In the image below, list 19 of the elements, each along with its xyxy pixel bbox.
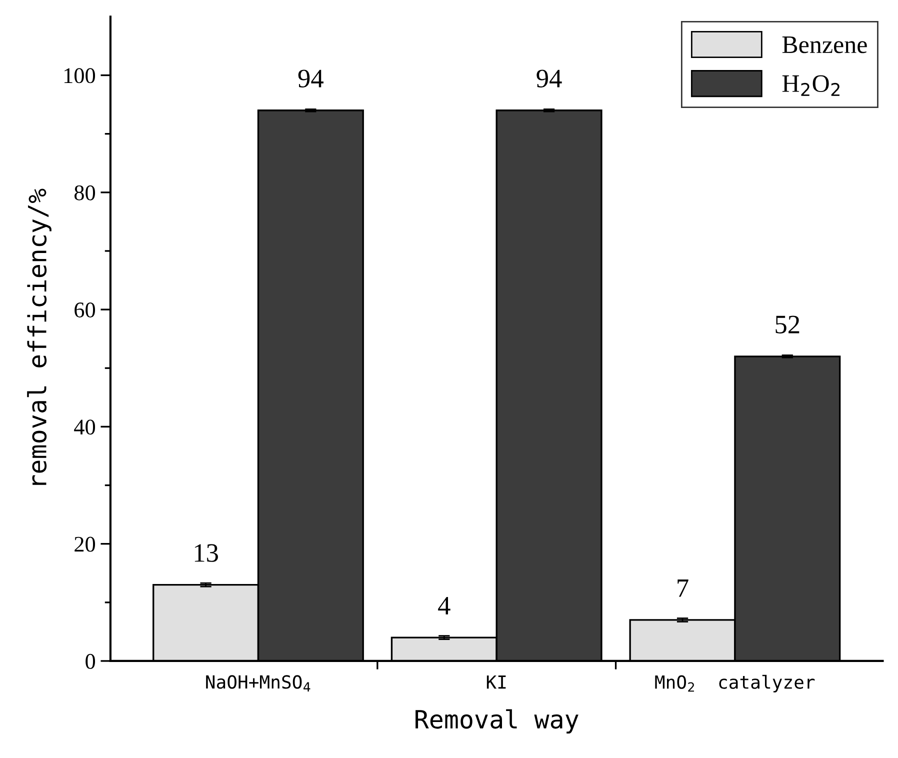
data-label: 13 [194,544,218,562]
data-label: 94 [298,70,324,88]
legend-label: Benzene [782,36,867,54]
y-tick-label: 100 [64,68,96,84]
data-label: 52 [776,316,800,334]
y-tick-label: 80 [74,185,96,200]
y-tick-label: 60 [74,302,96,318]
x-tick-label: NaOH+MnSO$_{4}$ [206,675,310,692]
data-label: 4 [438,596,450,614]
legend-label: H$_{2}$O$_{2}$ [782,75,840,96]
data-label: 7 [678,580,688,597]
x-axis-title: Removal way [416,709,578,734]
y-tick-label: 40 [74,420,96,435]
data-label: 94 [536,70,562,88]
category-label: MnO$_{2}$ catalyzer [655,674,815,692]
y-axis-title: removal efficiency/% [27,188,52,485]
x-tick-label: KI [486,676,506,689]
y-tick-label: 0 [86,654,96,669]
y-tick-label: 20 [74,536,96,552]
